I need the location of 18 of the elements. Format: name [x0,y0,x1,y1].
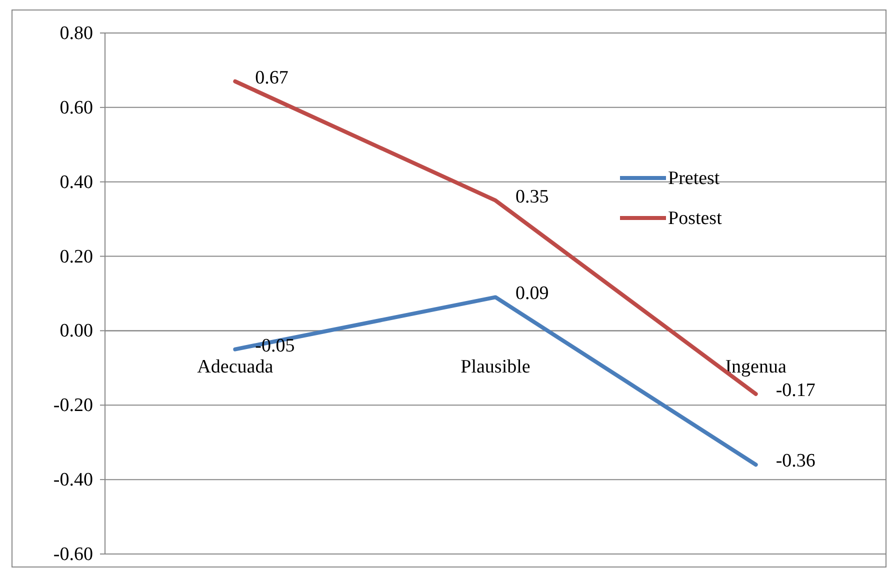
legend-label: Pretest [668,168,720,189]
data-label: 0.35 [516,186,549,208]
y-tick-label: -0.60 [53,544,93,565]
y-tick-label: 0.00 [60,320,93,342]
y-tick-label: 0.60 [60,97,93,118]
y-tick-label: 0.40 [60,172,93,193]
y-tick-label: 0.20 [60,246,93,268]
data-label: -0.36 [776,450,816,472]
data-label: 0.09 [516,283,549,304]
y-tick-label: -0.20 [53,395,93,416]
legend-label: Postest [668,208,723,229]
x-tick-label: Plausible [460,356,530,378]
data-label: -0.17 [776,380,816,401]
x-tick-label: Ingenua [725,356,787,378]
data-label: 0.67 [255,67,288,88]
y-tick-label: 0.80 [60,23,93,44]
x-tick-label: Adecuada [197,356,274,378]
y-tick-label: -0.40 [53,470,93,491]
